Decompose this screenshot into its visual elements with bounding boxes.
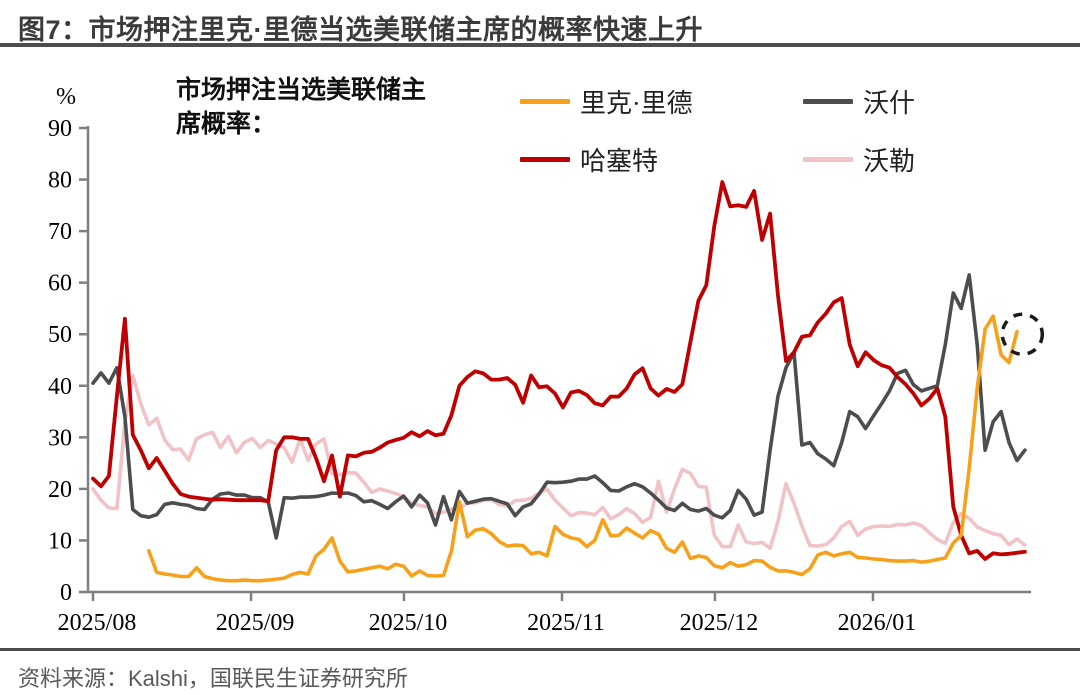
y-tick-label: 50 bbox=[48, 322, 72, 348]
legend-label-warsh: 沃什 bbox=[863, 89, 916, 118]
y-tick-label: 90 bbox=[48, 116, 72, 142]
x-tick-label: 2025/12 bbox=[680, 610, 759, 636]
x-tick-label: 2026/01 bbox=[838, 610, 917, 636]
legend-label-waller: 沃勒 bbox=[863, 147, 916, 176]
x-tick-label: 2025/11 bbox=[527, 610, 605, 636]
x-tick-label: 2025/08 bbox=[58, 610, 137, 636]
series-line-waller bbox=[91, 373, 1027, 551]
rieder-line-swatch bbox=[520, 99, 570, 104]
title-underline bbox=[0, 43, 1080, 47]
legend-label-rieder: 里克·里德 bbox=[580, 89, 693, 118]
axes bbox=[86, 126, 1031, 594]
source-divider bbox=[0, 648, 1080, 651]
waller-line-swatch bbox=[803, 157, 853, 162]
hassett-line-swatch bbox=[520, 157, 570, 162]
chart-note: 市场押注当选美联储主席概率： bbox=[176, 77, 427, 138]
y-tick-label: 20 bbox=[48, 477, 72, 503]
legend-item-warsh: 沃什 bbox=[803, 83, 915, 120]
legend-label-hassett: 哈塞特 bbox=[580, 147, 659, 176]
probability-line-chart: 0 10 20 30 40 50 60 70 80 90% 2025/08 2025/09 2025/1… bbox=[48, 84, 1045, 636]
y-tick-label: 10 bbox=[48, 528, 72, 554]
source-text: 资料来源：Kalshi，国联民生证券研究所 bbox=[18, 666, 408, 691]
series-line-hassett bbox=[91, 180, 1027, 561]
y-axis-unit: % bbox=[56, 84, 76, 110]
y-tick-label: 70 bbox=[48, 219, 72, 245]
y-tick-label: 30 bbox=[48, 425, 72, 451]
series-line-warsh bbox=[91, 273, 1027, 540]
warsh-line-swatch bbox=[803, 99, 853, 104]
y-tick-label: 60 bbox=[48, 271, 72, 297]
legend-item-hassett: 哈塞特 bbox=[520, 141, 658, 178]
x-tick-label: 2025/10 bbox=[369, 610, 448, 636]
series-line-rieder bbox=[147, 314, 1019, 583]
legend-item-rieder: 里克·里德 bbox=[520, 83, 693, 120]
x-tick-label: 2025/09 bbox=[216, 610, 295, 636]
highlight-dashed-circle bbox=[1000, 312, 1045, 356]
legend-item-waller: 沃勒 bbox=[803, 141, 915, 178]
y-tick-label: 80 bbox=[48, 168, 72, 194]
figure-title: 图7：市场押注里克·里德当选美联储主席的概率快速上升 bbox=[18, 15, 704, 45]
y-tick-label: 0 bbox=[60, 580, 72, 606]
y-tick-label: 40 bbox=[48, 374, 72, 400]
